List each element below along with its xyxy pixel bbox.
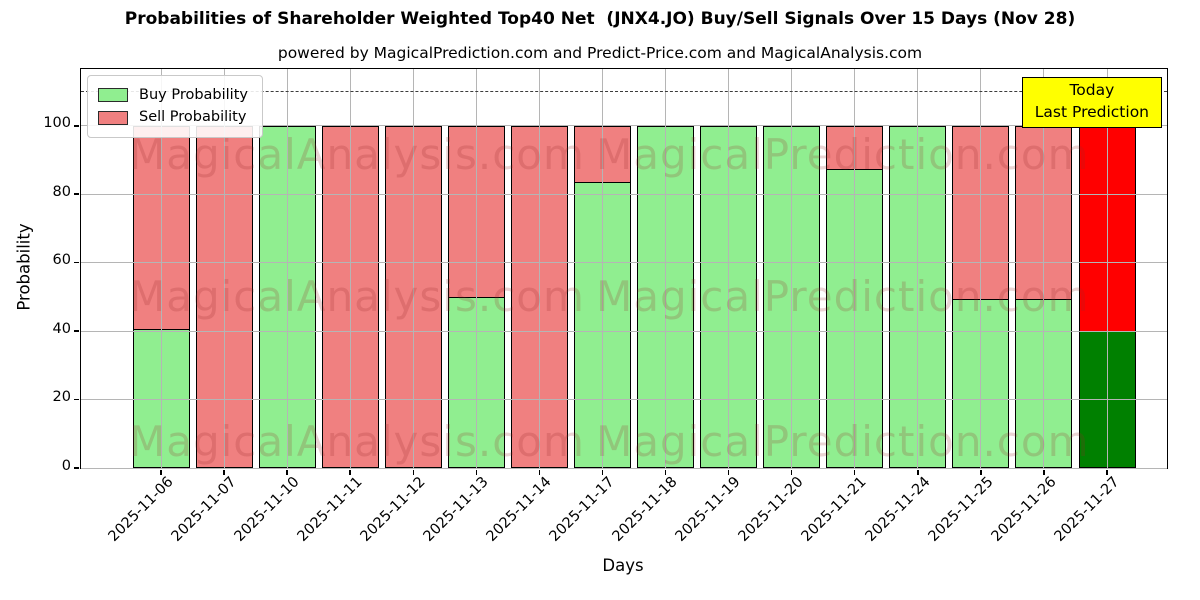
y-tick-mark <box>74 261 79 264</box>
x-axis-label: Days <box>602 556 644 575</box>
x-tick-label: 2025-11-10 <box>231 474 303 545</box>
x-tick-label: 2025-11-26 <box>988 474 1060 545</box>
x-gridline <box>475 69 477 468</box>
legend-sell-label: Sell Probability <box>139 109 247 126</box>
x-tick-label: 2025-11-17 <box>546 474 618 545</box>
x-tick-mark <box>1106 470 1108 475</box>
x-gridline <box>980 69 982 468</box>
buy-swatch <box>98 88 128 103</box>
x-tick-label: 2025-11-27 <box>1051 474 1123 545</box>
y-tick-label: 20 <box>52 389 71 406</box>
x-tick-mark <box>349 470 351 475</box>
x-gridline <box>917 69 919 468</box>
x-gridline <box>160 69 162 468</box>
x-gridline <box>601 69 603 468</box>
x-tick-mark <box>160 470 162 475</box>
y-tick-mark <box>74 125 79 127</box>
y-tick-mark <box>74 467 79 469</box>
x-tick-label: 2025-11-12 <box>357 474 429 545</box>
legend-buy-label: Buy Probability <box>139 87 248 103</box>
y-gridline <box>81 399 1167 401</box>
x-tick-mark <box>664 470 667 475</box>
y-tick-mark <box>74 193 79 195</box>
threshold-dashed-line <box>81 90 1167 92</box>
y-tick-label: 0 <box>61 457 71 474</box>
y-gridline <box>81 193 1167 195</box>
y-gridline <box>81 262 1167 264</box>
x-gridline <box>349 69 351 468</box>
x-tick-label: 2025-11-18 <box>609 474 681 545</box>
plot-area: Buy Probability Sell Probability Today L… <box>74 68 1168 475</box>
x-tick-mark <box>853 470 856 475</box>
x-tick-label: 2025-11-06 <box>105 474 177 545</box>
y-tick-label: 60 <box>52 252 71 269</box>
legend: Buy Probability Sell Probability <box>87 75 263 138</box>
chart-subtitle: powered by MagicalPrediction.com and Pre… <box>277 44 923 62</box>
x-tick-label: 2025-11-20 <box>736 474 807 545</box>
y-tick-mark <box>74 398 79 401</box>
x-gridline <box>286 69 288 468</box>
x-gridline <box>854 69 856 468</box>
today-annotation-line1: Today <box>1069 81 1115 99</box>
x-tick-mark <box>980 470 982 475</box>
today-annotation: Today Last Prediction <box>1021 77 1162 129</box>
x-tick-label: 2025-11-21 <box>799 474 871 545</box>
sell-swatch <box>98 110 128 125</box>
x-gridline <box>1043 69 1045 468</box>
x-gridline <box>791 69 793 468</box>
y-gridline <box>81 467 1167 469</box>
x-tick-mark <box>601 470 604 475</box>
x-tick-mark <box>412 470 415 475</box>
y-tick-mark <box>74 330 79 332</box>
x-gridline <box>538 69 540 468</box>
x-tick-mark <box>223 470 225 475</box>
x-tick-label: 2025-11-11 <box>294 474 366 545</box>
x-gridline <box>665 69 667 468</box>
today-annotation-line2: Last Prediction <box>1034 102 1149 121</box>
x-tick-label: 2025-11-14 <box>483 474 555 545</box>
legend-item-buy: Buy Probability <box>98 84 248 106</box>
y-tick-label: 80 <box>52 183 71 200</box>
y-gridline <box>81 125 1167 127</box>
x-gridline <box>412 69 414 468</box>
x-tick-mark <box>286 470 288 475</box>
chart-title: Probabilities of Shareholder Weighted To… <box>124 9 1076 29</box>
x-gridline <box>1106 69 1108 468</box>
x-tick-label: 2025-11-25 <box>925 474 997 545</box>
x-tick-mark <box>790 470 793 475</box>
x-tick-mark <box>475 470 478 475</box>
x-tick-label: 2025-11-07 <box>168 474 240 545</box>
x-tick-mark <box>917 470 919 475</box>
y-tick-label: 40 <box>52 320 71 337</box>
x-tick-mark <box>538 470 541 475</box>
y-gridline <box>81 330 1167 332</box>
x-tick-label: 2025-11-19 <box>673 474 744 545</box>
legend-item-sell: Sell Probability <box>98 106 248 128</box>
y-tick-label: 100 <box>43 115 71 132</box>
x-gridline <box>728 69 730 468</box>
x-tick-label: 2025-11-24 <box>862 474 934 545</box>
x-tick-mark <box>1043 470 1045 475</box>
x-tick-label: 2025-11-13 <box>420 474 492 545</box>
x-tick-mark <box>727 470 730 475</box>
x-gridline <box>223 69 225 468</box>
